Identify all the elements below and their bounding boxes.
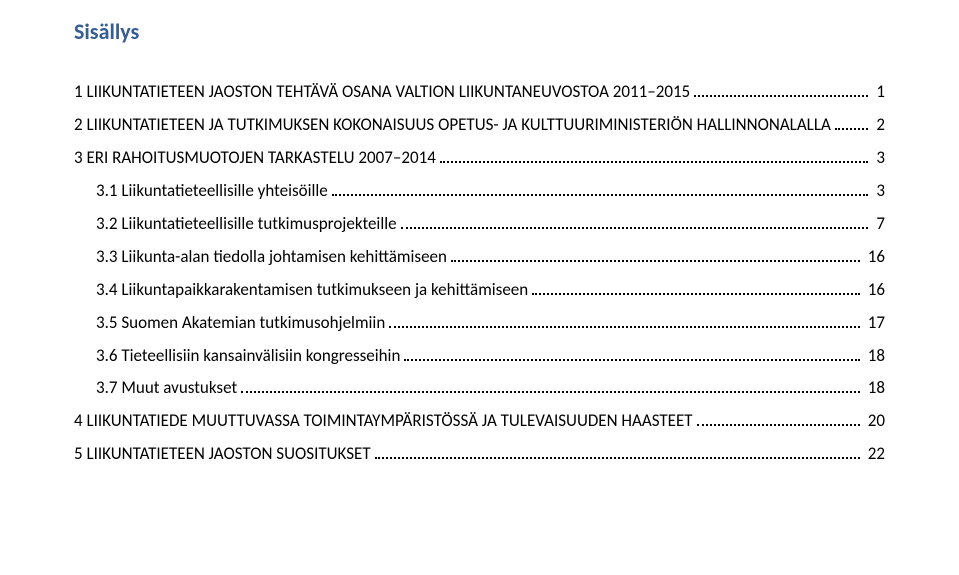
toc-entry: 3.1 Liikuntatieteellisille yhteisöille 3	[74, 180, 885, 203]
toc-page-number: 1	[872, 81, 885, 104]
toc-entry: 2 LIIKUNTATIETEEN JA TUTKIMUKSEN KOKONAI…	[74, 114, 885, 137]
toc-entry: 3 ERI RAHOITUSMUOTOJEN TARKASTELU 2007–2…	[74, 147, 885, 170]
toc-label: 3 ERI RAHOITUSMUOTOJEN TARKASTELU 2007–2…	[74, 147, 436, 170]
toc-entry: 4 LIIKUNTATIEDE MUUTTUVASSA TOIMINTAYMPÄ…	[74, 410, 885, 433]
toc-label: 3.4 Liikuntapaikkarakentamisen tutkimuks…	[96, 279, 528, 302]
toc-entry: 3.4 Liikuntapaikkarakentamisen tutkimuks…	[74, 279, 885, 302]
toc-page-number: 3	[872, 180, 885, 203]
toc-label: 1 LIIKUNTATIETEEN JAOSTON TEHTÄVÄ OSANA …	[74, 81, 690, 104]
toc-label: 4 LIIKUNTATIEDE MUUTTUVASSA TOIMINTAYMPÄ…	[74, 410, 693, 433]
toc-entry: 3.5 Suomen Akatemian tutkimusohjelmiin 1…	[74, 312, 885, 335]
toc-page-number: 2	[872, 114, 885, 137]
toc-page-number: 22	[864, 443, 885, 466]
toc-page-number: 20	[864, 410, 885, 433]
toc-leader-dots	[694, 95, 868, 97]
toc-leader-dots	[375, 457, 860, 459]
toc-page-number: 16	[864, 279, 885, 302]
toc-page-number: 7	[872, 213, 885, 236]
toc-leader-dots	[440, 161, 869, 163]
toc-label: 3.6 Tieteellisiin kansainvälisiin kongre…	[96, 345, 400, 368]
toc-leader-dots	[404, 359, 859, 361]
toc-entry: 3.3 Liikunta-alan tiedolla johtamisen ke…	[74, 246, 885, 269]
toc-leader-dots	[241, 391, 860, 393]
toc-label: 3.2 Liikuntatieteellisille tutkimusproje…	[96, 213, 397, 236]
toc-page-number: 18	[864, 377, 885, 400]
toc-entry: 3.2 Liikuntatieteellisille tutkimusproje…	[74, 213, 885, 236]
toc-leader-dots	[332, 194, 869, 196]
toc-page-number: 16	[864, 246, 885, 269]
document-page: Sisällys 1 LIIKUNTATIETEEN JAOSTON TEHTÄ…	[0, 0, 959, 466]
toc-page-number: 3	[872, 147, 885, 170]
toc-label: 3.7 Muut avustukset	[96, 377, 237, 400]
toc-label: 5 LIIKUNTATIETEEN JAOSTON SUOSITUKSET	[74, 443, 371, 466]
toc-leader-dots	[451, 260, 860, 262]
toc-label: 3.5 Suomen Akatemian tutkimusohjelmiin	[96, 312, 385, 335]
toc-leader-dots	[389, 326, 860, 328]
toc-label: 3.3 Liikunta-alan tiedolla johtamisen ke…	[96, 246, 447, 269]
toc-entry: 5 LIIKUNTATIETEEN JAOSTON SUOSITUKSET 22	[74, 443, 885, 466]
toc-entry: 1 LIIKUNTATIETEEN JAOSTON TEHTÄVÄ OSANA …	[74, 81, 885, 104]
toc-entry: 3.7 Muut avustukset 18	[74, 377, 885, 400]
toc-label: 2 LIIKUNTATIETEEN JA TUTKIMUKSEN KOKONAI…	[74, 114, 831, 137]
toc-leader-dots	[697, 424, 860, 426]
toc-entry: 3.6 Tieteellisiin kansainvälisiin kongre…	[74, 345, 885, 368]
toc-page-number: 18	[864, 345, 885, 368]
toc-page-number: 17	[864, 312, 885, 335]
toc-list: 1 LIIKUNTATIETEEN JAOSTON TEHTÄVÄ OSANA …	[74, 81, 885, 466]
toc-title: Sisällys	[74, 18, 885, 45]
toc-leader-dots	[532, 293, 860, 295]
toc-label: 3.1 Liikuntatieteellisille yhteisöille	[96, 180, 328, 203]
toc-leader-dots	[835, 128, 869, 130]
toc-leader-dots	[401, 227, 869, 229]
